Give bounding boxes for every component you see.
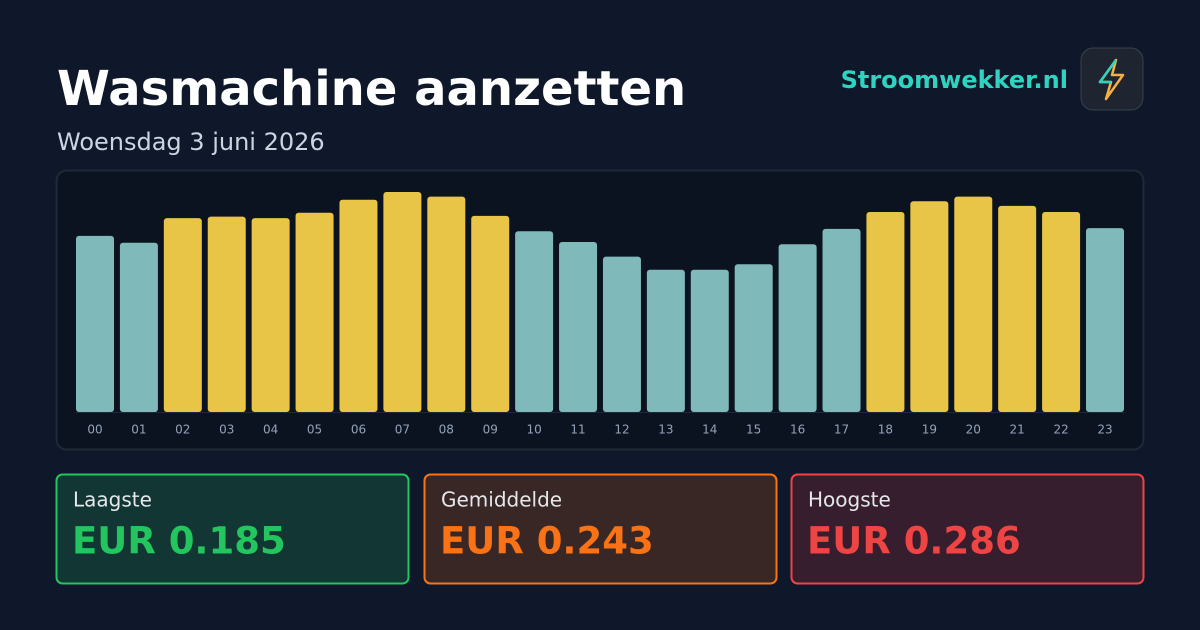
x-tick-label: 21: [1010, 423, 1025, 437]
x-tick-label: 01: [131, 423, 146, 437]
bar: [295, 212, 334, 412]
x-tick-label: 18: [878, 423, 893, 437]
x-tick-label: 16: [790, 423, 805, 437]
bar: [515, 231, 554, 412]
bar: [954, 196, 993, 412]
x-tick-label: 02: [175, 423, 190, 437]
stat-label: Laagste: [73, 488, 152, 512]
bar: [734, 264, 773, 412]
bar: [119, 242, 158, 412]
stat-value: EUR 0.243: [440, 520, 654, 563]
bar: [866, 212, 905, 412]
x-tick-label: 13: [658, 423, 673, 437]
bar: [690, 269, 729, 412]
x-tick-label: 09: [483, 423, 498, 437]
x-tick-label: 04: [263, 423, 278, 437]
x-tick-label: 17: [834, 423, 849, 437]
stat-value: EUR 0.185: [72, 520, 286, 563]
bar: [207, 216, 246, 412]
bar: [910, 201, 949, 412]
title: Wasmachine aanzetten: [57, 61, 686, 117]
x-tick-label: 22: [1053, 423, 1068, 437]
x-tick-label: 11: [570, 423, 585, 437]
stat-label: Hoogste: [808, 488, 891, 512]
x-tick-label: 20: [966, 423, 981, 437]
bar: [427, 196, 466, 412]
x-tick-label: 10: [526, 423, 541, 437]
bar: [998, 205, 1037, 412]
bar: [822, 228, 861, 412]
date: Woensdag 3 juni 2026: [57, 128, 325, 156]
bar: [383, 192, 422, 412]
x-tick-label: 08: [439, 423, 454, 437]
bar: [339, 199, 378, 412]
stat-value: EUR 0.286: [807, 520, 1021, 563]
x-tick-label: 23: [1097, 423, 1112, 437]
stat-label: Gemiddelde: [441, 488, 562, 512]
x-tick-label: 19: [922, 423, 937, 437]
bar: [251, 218, 290, 412]
stat-card: [423, 473, 778, 585]
bar: [1042, 212, 1081, 412]
bar: [471, 215, 510, 412]
bar: [602, 256, 641, 412]
bar: [559, 242, 598, 412]
bar: [646, 269, 685, 412]
stat-card: [790, 473, 1145, 585]
x-tick-label: 07: [395, 423, 410, 437]
x-tick-label: 14: [702, 423, 717, 437]
logo: [1080, 47, 1144, 111]
bar: [163, 218, 202, 412]
x-tick-label: 03: [219, 423, 234, 437]
bar: [778, 244, 817, 412]
x-tick-label: 12: [614, 423, 629, 437]
bar: [76, 235, 114, 412]
x-tick-label: 15: [746, 423, 761, 437]
stat-card: [55, 473, 410, 585]
bar: [1086, 228, 1124, 412]
x-tick-label: 00: [87, 423, 102, 437]
brand: Stroomwekker.nl: [841, 66, 1068, 94]
x-tick-label: 06: [351, 423, 366, 437]
x-tick-label: 05: [307, 423, 322, 437]
